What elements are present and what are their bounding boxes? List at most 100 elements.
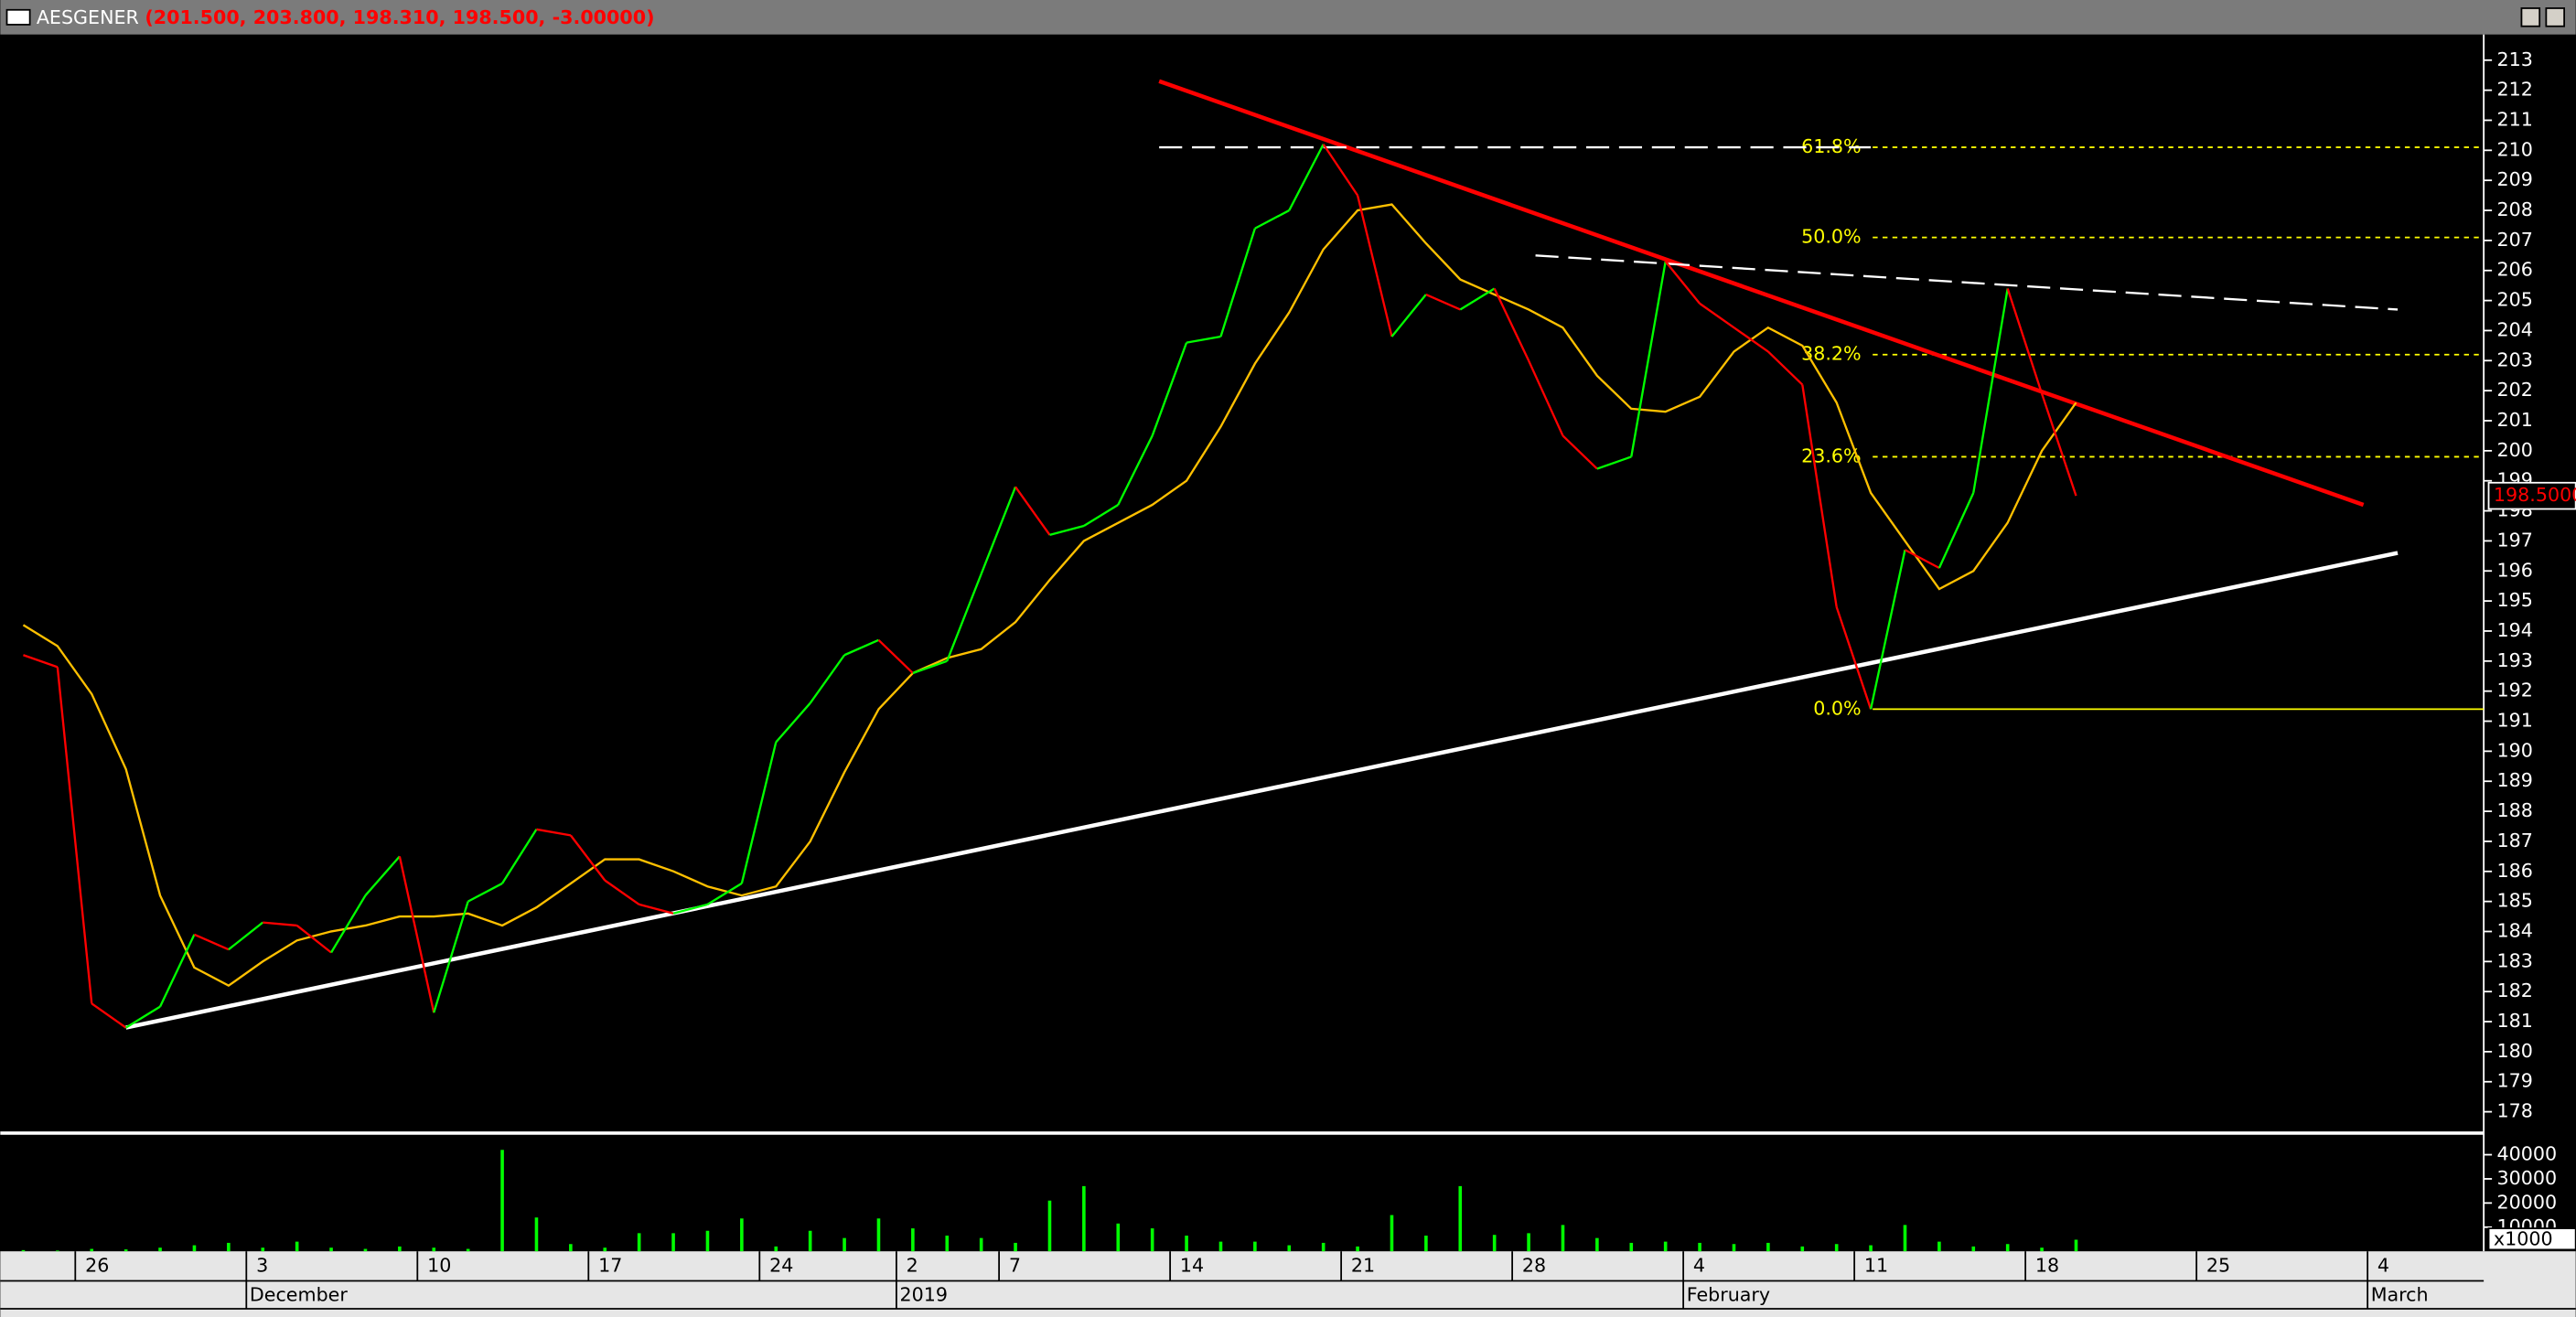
window-icon[interactable] — [5, 8, 31, 26]
volume-bar — [843, 1237, 846, 1252]
y-tick-label: 193 — [2496, 649, 2532, 671]
last-price-label: 198.5000 — [2494, 484, 2576, 506]
volume-bar — [603, 1247, 607, 1252]
date-axis-background — [0, 1251, 2576, 1317]
volume-bar — [1561, 1225, 1565, 1252]
volume-bar — [1629, 1242, 1634, 1252]
price-segment — [398, 856, 435, 1013]
price-segment — [912, 659, 948, 675]
volume-bar — [1595, 1237, 1599, 1252]
volume-bar — [21, 1249, 26, 1252]
volume-bar — [1937, 1241, 1941, 1252]
volume-bar — [158, 1247, 162, 1252]
volume-bar — [500, 1150, 504, 1252]
price-segment — [809, 654, 846, 704]
month-label: February — [1687, 1284, 1770, 1306]
volume-bar — [466, 1248, 470, 1252]
y-tick-label: 188 — [2496, 799, 2532, 821]
volume-bar — [945, 1236, 950, 1252]
price-segment — [1562, 434, 1598, 470]
restore-button[interactable] — [2520, 7, 2541, 27]
price-segment — [604, 879, 640, 905]
volume-bar — [1903, 1225, 1907, 1252]
volume-bar — [1356, 1246, 1359, 1252]
volume-bar — [2074, 1239, 2078, 1252]
volume-multiplier: x1000 — [2494, 1228, 2553, 1250]
month-label: March — [2371, 1284, 2429, 1306]
y-tick-label: 212 — [2496, 79, 2532, 101]
volume-bar — [1390, 1215, 1394, 1252]
x-tick-label: 7 — [1009, 1254, 1021, 1276]
y-tick-label: 204 — [2496, 318, 2532, 340]
x-tick-label: 18 — [2035, 1254, 2059, 1276]
y-tick-label: 179 — [2496, 1070, 2532, 1092]
y-tick-label: 197 — [2496, 529, 2532, 551]
x-tick-label: 25 — [2206, 1254, 2230, 1276]
fib-label: 23.6% — [1801, 444, 1862, 466]
volume-bar — [1492, 1235, 1497, 1252]
month-label: December — [250, 1284, 348, 1306]
x-tick-label: 28 — [1522, 1254, 1546, 1276]
volume-bar — [329, 1247, 333, 1252]
trendline — [1535, 254, 2399, 311]
price-segment — [1733, 327, 1769, 353]
close-button[interactable] — [2545, 7, 2566, 27]
volume-bar — [1698, 1242, 1701, 1252]
volume-bar — [295, 1241, 299, 1252]
y-tick-label: 192 — [2496, 680, 2532, 701]
volume-bar — [1150, 1228, 1154, 1252]
y-tick-label: 200 — [2496, 439, 2532, 461]
price-segment — [1699, 302, 1735, 329]
price-segment — [1049, 524, 1085, 536]
y-tick-label: 206 — [2496, 259, 2532, 281]
volume-bar — [1869, 1245, 1873, 1252]
volume-bar — [261, 1247, 265, 1252]
price-segment — [1425, 293, 1461, 311]
volume-bar — [1732, 1244, 1736, 1252]
x-tick-label: 10 — [427, 1254, 451, 1276]
price-segment — [1288, 144, 1325, 211]
x-tick-label: 14 — [1180, 1254, 1204, 1276]
price-segment — [364, 855, 401, 896]
price-segment — [1356, 195, 1393, 337]
price-segment — [2040, 393, 2077, 497]
price-segment — [1493, 287, 1530, 361]
price-segment — [1937, 492, 1975, 569]
volume-bar — [740, 1218, 744, 1252]
x-tick-label: 4 — [2377, 1254, 2389, 1276]
y-tick-label: 202 — [2496, 379, 2532, 401]
price-segment — [569, 834, 606, 882]
y-tick-label: 182 — [2496, 980, 2532, 1001]
y-tick-label: 203 — [2496, 348, 2532, 370]
volume-bar — [1971, 1246, 1976, 1252]
fib-label: 38.2% — [1801, 343, 1862, 365]
volume-bar — [123, 1249, 128, 1252]
volume-bar — [1424, 1236, 1428, 1252]
y-tick-label: 201 — [2496, 409, 2532, 431]
price-segment — [433, 901, 469, 1013]
volume-bar — [398, 1246, 402, 1252]
y-tick-label: 184 — [2496, 919, 2532, 941]
price-segment — [1664, 261, 1701, 305]
volume-bar — [90, 1248, 94, 1252]
y-tick-label: 189 — [2496, 769, 2532, 791]
price-segment — [1186, 335, 1221, 344]
y-tick-label: 213 — [2496, 48, 2532, 70]
price-segment — [1596, 455, 1632, 470]
price-segment — [980, 486, 1017, 574]
price-segment — [1972, 288, 2009, 494]
price-segment — [56, 667, 93, 1004]
price-segment — [1767, 350, 1804, 386]
volume-bar — [363, 1248, 368, 1252]
y-tick-label: 183 — [2496, 949, 2532, 971]
price-segment — [1459, 287, 1496, 311]
x-tick-label: 4 — [1693, 1254, 1705, 1276]
volume-bar — [1766, 1242, 1770, 1252]
price-segment — [1904, 549, 1940, 570]
x-tick-label: 17 — [598, 1254, 622, 1276]
volume-bar — [1458, 1185, 1463, 1252]
price-segment — [1014, 486, 1051, 536]
price-segment — [1801, 384, 1838, 607]
volume-bar — [534, 1217, 539, 1252]
price-segment — [843, 638, 879, 657]
